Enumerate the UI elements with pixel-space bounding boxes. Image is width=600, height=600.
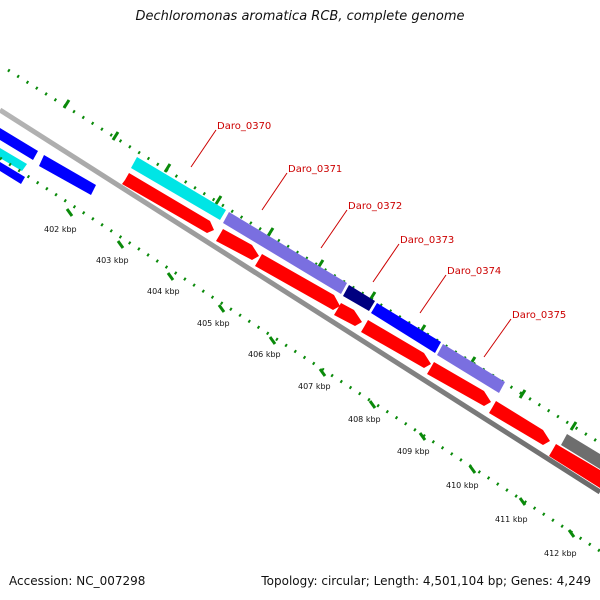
cds-features (122, 173, 600, 488)
gene-feature-daro-0371[interactable] (223, 212, 347, 294)
leader-line-daro-0372 (320, 209, 348, 249)
gene-feature-daro-0372[interactable] (343, 285, 375, 311)
gene-feature-cyan-left[interactable] (0, 148, 27, 171)
kbp-label: 406 kbp (248, 350, 281, 359)
leader-line-daro-0374 (419, 274, 447, 314)
gene-label-daro-0370[interactable]: Daro_0370 (217, 121, 271, 132)
gene-label-daro-0371[interactable]: Daro_0371 (288, 164, 342, 175)
cds-arrow[interactable] (361, 320, 431, 368)
cds-arrow[interactable] (489, 401, 550, 445)
inner-major-tick (518, 497, 527, 506)
gene-label-daro-0373[interactable]: Daro_0373 (400, 235, 454, 246)
inner-major-tick (166, 272, 175, 281)
outer-major-tick (214, 195, 223, 205)
kbp-labels: 402 kbp 403 kbp 404 kbp 405 kbp 406 kbp … (44, 225, 577, 558)
inner-major-tick (567, 529, 576, 538)
kbp-label: 405 kbp (197, 319, 230, 328)
cds-arrow[interactable] (427, 362, 491, 406)
gene-feature-blue-left-c[interactable] (39, 155, 96, 195)
inner-major-tick (116, 240, 125, 249)
outer-major-tick (163, 163, 172, 173)
leader-line-daro-0370 (190, 129, 217, 168)
kbp-label: 409 kbp (397, 447, 430, 456)
gene-feature-daro-0374[interactable] (437, 344, 505, 393)
kbp-label: 410 kbp (446, 481, 479, 490)
accession-text: Accession: NC_007298 (9, 574, 146, 588)
inner-tick-dots (0, 156, 600, 553)
kbp-label: 403 kbp (96, 256, 129, 265)
gene-feature-blue-left-a[interactable] (0, 128, 38, 160)
gene-label-daro-0374[interactable]: Daro_0374 (447, 266, 501, 277)
inner-scale-ring (0, 156, 600, 553)
inner-major-tick (318, 368, 327, 377)
outer-strand-features (0, 128, 600, 469)
leader-line-daro-0371 (261, 172, 288, 211)
outer-major-tick (266, 227, 275, 237)
gene-label-daro-0375[interactable]: Daro_0375 (512, 310, 566, 321)
kbp-label: 411 kbp (495, 515, 528, 524)
inner-major-tick (418, 432, 427, 441)
kbp-label: 404 kbp (147, 287, 180, 296)
outer-major-tick (518, 389, 527, 399)
kbp-label: 407 kbp (298, 382, 331, 391)
genome-backbone (0, 107, 600, 495)
inner-major-tick (217, 304, 226, 313)
topology-summary: Topology: circular; Length: 4,501,104 bp… (261, 574, 591, 588)
cds-arrow[interactable] (334, 303, 362, 326)
map-title: Dechloromonas aromatica RCB, complete ge… (135, 9, 465, 24)
cds-arrow[interactable] (549, 444, 600, 488)
leader-line-daro-0373 (372, 243, 400, 283)
cds-arrow[interactable] (216, 229, 259, 260)
outer-major-tick (62, 99, 71, 109)
cds-arrow[interactable] (122, 173, 214, 233)
gene-feature-daro-0373[interactable] (371, 303, 441, 353)
inner-major-tick (268, 336, 277, 345)
gene-label-leaders (190, 129, 512, 358)
kbp-label: 402 kbp (44, 225, 77, 234)
gene-feature-blue-left-b[interactable] (0, 162, 25, 184)
gene-feature-gray-right[interactable] (561, 434, 600, 469)
kbp-label: 412 kbp (544, 549, 577, 558)
inner-major-tick (368, 400, 377, 409)
cds-arrow[interactable] (255, 254, 340, 310)
outer-major-tick (569, 421, 578, 431)
outer-major-tick (111, 131, 120, 141)
gene-feature-daro-0370[interactable] (131, 157, 226, 220)
gene-labels: Daro_0370 Daro_0371 Daro_0372 Daro_0373 … (217, 121, 566, 321)
inner-major-tick (468, 465, 477, 474)
gene-label-daro-0372[interactable]: Daro_0372 (348, 201, 402, 212)
leader-line-daro-0375 (483, 318, 512, 358)
inner-major-tick (65, 208, 74, 217)
kbp-label: 408 kbp (348, 415, 381, 424)
